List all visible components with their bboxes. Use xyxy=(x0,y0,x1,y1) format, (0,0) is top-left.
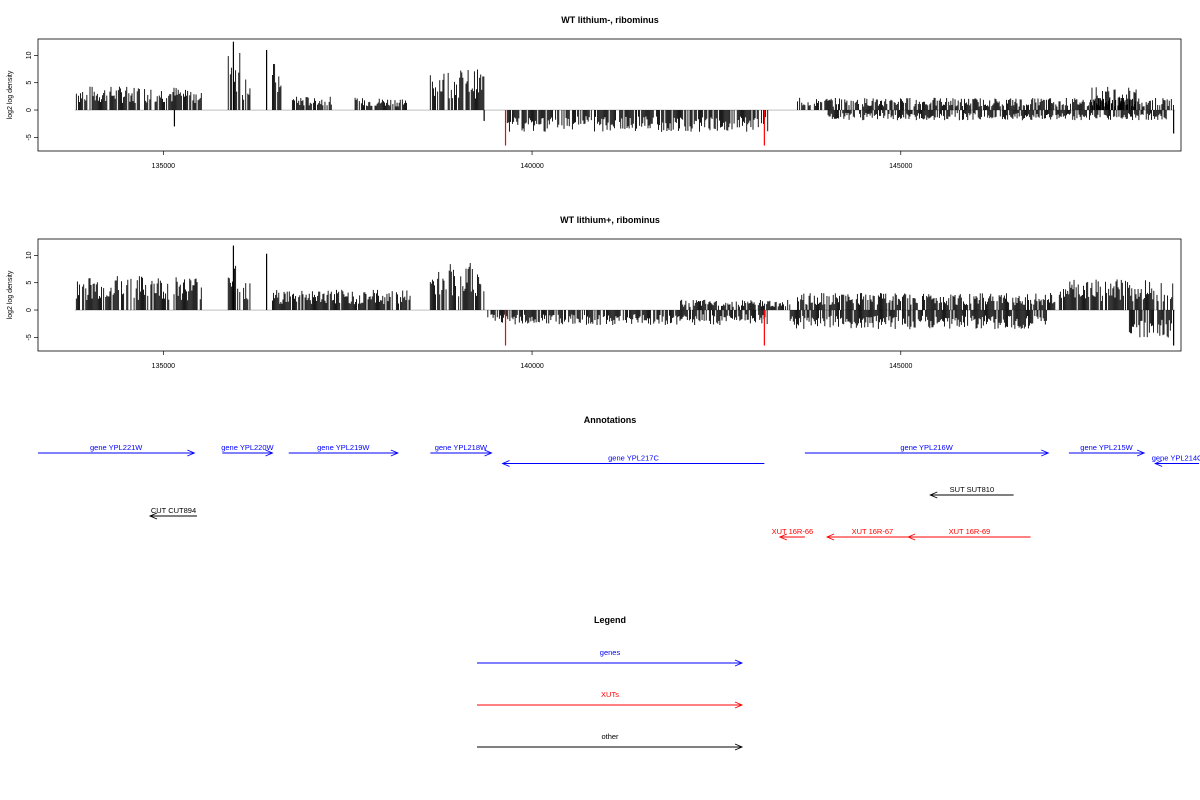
track-panel-lithium-plus: WT lithium+, ribominus log2 log density … xyxy=(7,215,1182,370)
annotation-gene-arrow: gene YPL214C xyxy=(1152,454,1200,467)
x-tick-label: 135000 xyxy=(152,363,175,370)
annotation-gene-arrow: gene YPL221W xyxy=(38,443,196,457)
x-tick-label: 140000 xyxy=(520,363,543,370)
annotation-label: SUT SUT810 xyxy=(950,485,994,494)
annotation-other-arrow: SUT SUT810 xyxy=(929,485,1014,499)
annotation-label: gene YPL218W xyxy=(435,443,488,452)
annotation-label: XUT 16R-66 xyxy=(772,527,814,536)
annotation-label: XUT 16R-67 xyxy=(852,527,894,536)
y-axis: -5 0 5 10 xyxy=(26,251,38,340)
annotation-label: gene YPL217C xyxy=(608,454,659,463)
annotation-label: gene YPL221W xyxy=(90,443,143,452)
y-tick-label: 10 xyxy=(26,251,33,259)
annotation-label: CUT CUT894 xyxy=(151,506,196,515)
annotation-gene-arrow: gene YPL215W xyxy=(1068,443,1146,457)
track-panel-lithium-minus: WT lithium-, ribominus log2 log density … xyxy=(7,15,1182,170)
panel-title: WT lithium+, ribominus xyxy=(560,215,660,225)
annotations-track: Annotations gene YPL221W gene YPL220W gene… xyxy=(38,415,1200,541)
plot-frame xyxy=(37,38,1182,152)
annotation-other-arrow: CUT CUT894 xyxy=(148,506,197,520)
annotation-label: gene YPL216W xyxy=(900,443,953,452)
y-tick-label: -5 xyxy=(26,334,33,340)
legend-entries: genes XUTs other xyxy=(477,648,744,751)
x-tick-label: 135000 xyxy=(152,163,175,170)
x-tick-label: 140000 xyxy=(520,163,543,170)
y-axis-label: log2 log density xyxy=(7,70,14,119)
annotation-label: gene YPL214C xyxy=(1152,454,1200,463)
legend-entry-xut: XUTs xyxy=(477,690,744,709)
annotation-label: gene YPL215W xyxy=(1080,443,1133,452)
annotation-gene-arrow: gene YPL217C xyxy=(501,454,765,467)
y-tick-label: 5 xyxy=(26,281,33,285)
annotation-gene-arrow: gene YPL219W xyxy=(288,443,400,457)
legend-label: other xyxy=(601,732,619,741)
annotation-label: gene YPL219W xyxy=(317,443,370,452)
bar-series xyxy=(74,245,1176,346)
annotation-label: gene YPL220W xyxy=(221,443,274,452)
annotation-gene-arrow: gene YPL216W xyxy=(804,443,1050,457)
y-axis-label: log2 log density xyxy=(7,270,14,319)
y-tick-label: 0 xyxy=(26,108,33,112)
annotation-label: XUT 16R-69 xyxy=(949,527,991,536)
legend: Legend genes XUTs other xyxy=(477,615,744,751)
x-axis: 135000 140000 145000 xyxy=(152,351,913,370)
x-tick-label: 145000 xyxy=(889,363,912,370)
annotation-gene-arrow: gene YPL220W xyxy=(221,443,275,457)
annotations-title: Annotations xyxy=(584,415,637,425)
annotation-xut-arrow: XUT 16R-66 xyxy=(772,527,814,541)
annotation-xut-arrow: XUT 16R-67 xyxy=(825,527,918,541)
annotation-gene-arrow: gene YPL218W xyxy=(430,443,493,457)
legend-label: genes xyxy=(600,648,621,657)
x-axis: 135000 140000 145000 xyxy=(152,151,913,170)
x-tick-label: 145000 xyxy=(889,163,912,170)
plot-frame xyxy=(37,238,1182,352)
legend-title: Legend xyxy=(594,615,626,625)
y-tick-label: -5 xyxy=(26,134,33,140)
bar-series xyxy=(74,41,1176,146)
legend-entry-other: other xyxy=(477,732,744,751)
y-tick-label: 0 xyxy=(26,308,33,312)
y-tick-label: 10 xyxy=(26,51,33,59)
legend-entry-gene: genes xyxy=(477,648,744,667)
annotation-xut-arrow: XUT 16R-69 xyxy=(907,527,1031,541)
y-axis: -5 0 5 10 xyxy=(26,51,38,140)
panel-title: WT lithium-, ribominus xyxy=(561,15,659,25)
y-tick-label: 5 xyxy=(26,81,33,85)
annotation-items: gene YPL221W gene YPL220W gene YPL219W gene… xyxy=(38,443,1200,541)
legend-label: XUTs xyxy=(601,690,619,699)
